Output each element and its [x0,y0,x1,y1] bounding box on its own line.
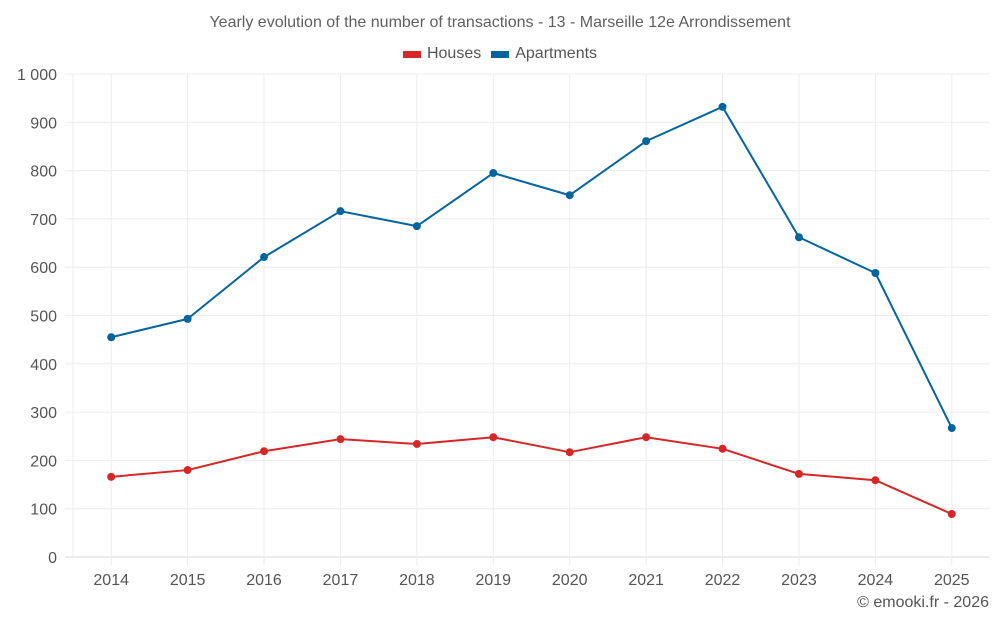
data-point-houses-2017 [336,435,345,444]
x-tick-label: 2020 [552,572,588,589]
x-tick-label: 2017 [323,572,359,589]
data-point-apartments-2022 [718,102,727,111]
y-tick-label: 400 [30,357,57,374]
y-tick-label: 300 [30,405,57,422]
data-point-houses-2018 [412,439,421,448]
legend: Houses Apartments [0,45,1000,63]
data-point-houses-2023 [794,469,803,478]
x-tick-label: 2016 [246,572,282,589]
data-point-houses-2021 [642,433,651,442]
data-point-apartments-2018 [412,222,421,231]
copyright-credit: © emooki.fr - 2026 [857,594,989,611]
data-point-houses-2015 [183,466,192,475]
data-point-apartments-2019 [489,169,498,178]
legend-swatch-houses [402,50,421,58]
data-point-houses-2025 [947,510,956,519]
x-tick-label: 2021 [628,572,664,589]
data-point-apartments-2023 [794,233,803,242]
data-point-apartments-2021 [642,137,651,146]
x-tick-label: 2023 [781,572,817,589]
chart-title: Yearly evolution of the number of transa… [209,14,791,31]
series-line-apartments [110,105,953,429]
data-point-houses-2016 [260,447,269,456]
y-tick-label: 1 000 [17,67,57,84]
data-point-apartments-2024 [871,268,880,277]
data-point-apartments-2020 [565,191,574,200]
y-tick-label: 900 [30,115,57,132]
data-point-houses-2022 [718,444,727,453]
data-point-apartments-2016 [260,253,269,262]
y-tick-label: 600 [30,260,57,277]
legend-item-apartments[interactable]: Apartments [491,45,597,63]
x-tick-label: 2022 [705,572,741,589]
x-tick-label: 2018 [399,572,435,589]
data-point-houses-2020 [565,448,574,457]
y-tick-label: 800 [30,164,57,181]
data-point-houses-2014 [107,472,116,481]
x-tick-label: 2015 [170,572,206,589]
series-line-houses [111,436,953,515]
y-tick-label: 100 [30,502,57,519]
data-point-apartments-2025 [947,424,956,433]
legend-swatch-apartments [491,50,510,58]
data-point-apartments-2014 [107,333,116,342]
legend-label-apartments: Apartments [515,45,598,62]
data-point-houses-2024 [871,476,880,485]
x-tick-label: 2024 [858,572,894,589]
legend-label-houses: Houses [426,45,482,62]
y-tick-label: 700 [30,212,57,229]
y-tick-label: 200 [30,453,57,470]
x-tick-label: 2014 [93,572,129,589]
data-point-apartments-2017 [336,207,345,216]
y-tick-label: 500 [30,309,57,326]
x-tick-label: 2019 [475,572,511,589]
data-point-houses-2019 [489,433,498,442]
data-point-apartments-2015 [183,314,192,323]
x-tick-label: 2025 [934,572,970,589]
legend-item-houses[interactable]: Houses [402,45,482,63]
y-tick-label: 0 [48,550,57,567]
